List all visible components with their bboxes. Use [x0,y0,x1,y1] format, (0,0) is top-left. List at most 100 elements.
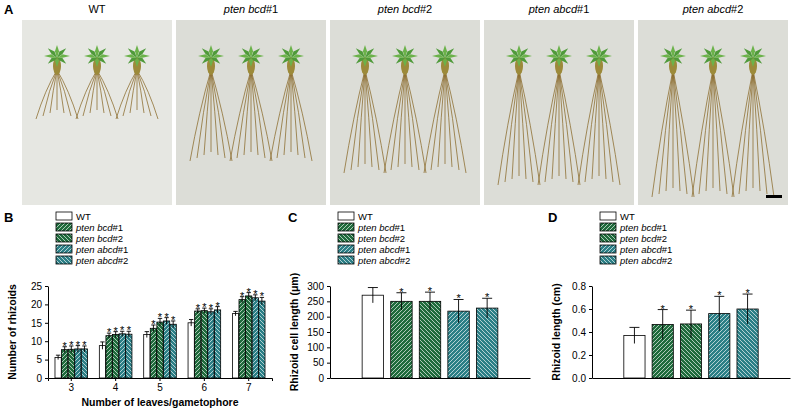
leaf [128,58,137,64]
y-tick: 0 [36,373,48,384]
chart-panel: C****Rhizoid cell length (μm)05010015020… [288,210,531,391]
bar [419,301,440,378]
y-tick-mark [327,363,330,364]
error-bar [368,288,378,303]
rhizoid [659,70,673,194]
chart-panel: B********************Number of leaves/ga… [4,210,273,408]
y-tick-label: 10 [31,336,43,347]
y-axis-title: Rhizoid cell length (μm) [288,273,300,391]
y-tick-label: 150 [307,327,324,338]
leaf [211,54,224,58]
rhizoid [204,70,211,155]
error-bar [714,296,724,331]
photo-label: pten abcd#2 [682,3,744,15]
bar [68,349,74,378]
chart-panel: D****Rhizoid length (cm)0.00.20.40.60.8W… [548,210,791,384]
significance-mark: * [76,339,81,351]
rhizoid [559,70,560,176]
rhizoid [753,70,774,197]
significance-mark: * [107,326,112,338]
leaf [88,48,97,58]
y-tick-mark [589,309,592,310]
leaf [559,54,572,58]
y-tick: 250 [307,296,330,307]
rhizoid [36,70,57,119]
bar [62,350,68,378]
y-tick-label: 0.6 [572,304,586,315]
panel-letter: D [548,210,557,225]
y-tick-label: 100 [307,342,324,353]
plot-texts: ****Rhizoid cell length (μm) [288,273,490,391]
photo-label: pten bcd#2 [377,3,432,15]
significance-mark: * [689,303,694,315]
legend-swatch [338,234,354,242]
rhizoid [398,70,405,167]
x-tick-label: 7 [246,382,252,393]
bar [476,308,497,378]
y-tick: 300 [307,281,330,292]
bar [391,301,412,378]
bar [170,324,176,378]
leaf [550,48,559,58]
leaf [291,54,304,58]
y-tick-mark [327,378,330,379]
y-tick-label: 25 [31,281,43,292]
leaf [202,48,211,58]
rhizoid [505,70,519,182]
leaf [202,58,211,64]
x-tick-mark [160,378,161,381]
bar [150,328,156,378]
y-tick-label: 20 [31,299,43,310]
significance-mark: * [399,286,404,298]
rhizoid [706,70,713,191]
y-tick-mark [327,317,330,318]
x-tick-label: 5 [157,382,163,393]
legend-label: pten bcd#2 [619,233,667,244]
y-tick-label: 15 [31,318,43,329]
photo-label: pten bcd#1 [223,3,278,15]
rhizoid [498,70,519,185]
legend-label: pten bcd#2 [357,233,405,244]
y-tick: 0 [318,373,330,384]
x-tick: 7 [246,378,252,393]
significance-mark: * [745,287,750,299]
leaf [744,58,753,64]
panel-letter: B [4,210,13,225]
y-tick-mark [589,286,592,287]
y-tick-mark [45,360,48,361]
y-tick-mark [327,347,330,348]
significance-mark: * [69,339,74,351]
leaf [436,58,445,64]
leaf [88,58,97,64]
figure: AWTpten bcd#1pten bcd#2pten abcd#1pten a… [0,0,796,413]
rhizoid [244,70,251,155]
legend-swatch [338,256,354,264]
x-axis [593,378,791,379]
y-axis-line [48,287,49,379]
x-tick-mark [115,378,116,381]
bar [81,349,87,378]
y-tick-label: 250 [307,296,324,307]
significance-mark: * [127,324,132,336]
significance-mark: * [120,324,125,336]
leaf [436,48,445,58]
x-axis-title: Number of leaves/gametophore [82,396,239,408]
legend-swatch [338,245,354,253]
photo-frame [484,20,634,205]
y-axis-line [592,287,593,379]
rhizoid [652,70,673,197]
legend-label: pten bcd#1 [75,222,123,233]
leaf [356,58,365,64]
bar [55,357,61,378]
rhizoid [237,70,251,158]
bar [252,298,258,378]
rhizoid [424,70,445,173]
x-tick-label: 6 [202,382,208,393]
legend-label: pten abcd#2 [619,255,672,266]
leaf [704,58,713,64]
leaf [396,48,405,58]
bar [201,311,207,378]
legend: WTpten bcd#1pten bcd#2pten abcd#1pten ab… [56,211,128,266]
bar [362,295,383,378]
x-tick: 5 [157,378,163,393]
